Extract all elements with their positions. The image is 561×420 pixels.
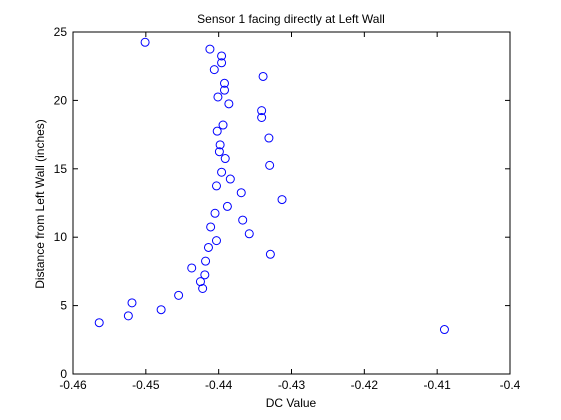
data-point xyxy=(220,154,230,164)
data-point xyxy=(225,174,235,184)
data-point xyxy=(257,106,267,116)
data-point xyxy=(217,167,227,177)
data-point xyxy=(127,298,137,308)
data-point xyxy=(244,229,254,239)
data-point xyxy=(277,195,287,205)
data-point xyxy=(212,126,222,136)
data-point xyxy=(213,92,223,102)
data-point xyxy=(257,113,267,122)
x-tick-label: -0.44 xyxy=(205,378,233,392)
data-point xyxy=(222,201,232,211)
data-point xyxy=(217,58,227,68)
data-point xyxy=(217,51,227,61)
data-point xyxy=(215,140,225,150)
plot-area xyxy=(72,31,511,375)
data-point xyxy=(439,325,449,335)
y-tick-label: 0 xyxy=(60,367,67,381)
y-tick-label: 20 xyxy=(54,93,68,107)
y-axis-label: Distance from Left Wall (inches) xyxy=(33,119,47,289)
data-point xyxy=(200,270,210,280)
data-point xyxy=(140,37,150,47)
x-tick-label: -0.4 xyxy=(500,378,521,392)
data-point xyxy=(264,133,274,143)
chart-title: Sensor 1 facing directly at Left Wall xyxy=(197,12,385,26)
data-point xyxy=(123,311,133,321)
data-point xyxy=(198,284,208,293)
x-tick-label: -0.43 xyxy=(278,378,306,392)
data-point xyxy=(94,318,104,328)
data-points xyxy=(94,37,449,335)
x-tick-label: -0.41 xyxy=(423,378,451,392)
data-point xyxy=(219,78,229,88)
data-point xyxy=(209,65,219,75)
data-point xyxy=(211,181,221,191)
data-point xyxy=(265,249,275,259)
x-tick-label: -0.46 xyxy=(59,378,87,392)
plot-box xyxy=(72,31,511,375)
data-point xyxy=(206,222,216,232)
data-point xyxy=(195,277,205,287)
y-axis: 0 5 10 15 20 25 xyxy=(54,25,510,381)
data-point xyxy=(236,188,246,198)
data-point xyxy=(187,263,197,273)
y-tick-label: 25 xyxy=(54,25,68,39)
data-point xyxy=(210,208,220,218)
data-point xyxy=(201,256,211,266)
x-tick-label: -0.42 xyxy=(351,378,379,392)
y-tick-label: 15 xyxy=(54,162,68,176)
data-point xyxy=(224,99,234,109)
data-point xyxy=(203,242,213,252)
data-point xyxy=(238,215,248,225)
data-point xyxy=(156,305,166,315)
data-point xyxy=(218,120,228,130)
data-point xyxy=(219,85,229,95)
data-point xyxy=(214,147,224,157)
data-point xyxy=(211,236,221,246)
x-axis-label: DC Value xyxy=(266,396,317,410)
y-tick-label: 10 xyxy=(54,230,68,244)
x-tick-label: -0.45 xyxy=(132,378,160,392)
data-point xyxy=(258,71,268,81)
x-axis: -0.46 -0.45 -0.44 -0.43 -0.42 -0.41 -0.4 xyxy=(59,32,521,392)
data-point xyxy=(205,44,215,54)
data-point xyxy=(265,160,275,170)
data-point xyxy=(174,290,184,300)
y-tick-label: 5 xyxy=(60,299,67,313)
